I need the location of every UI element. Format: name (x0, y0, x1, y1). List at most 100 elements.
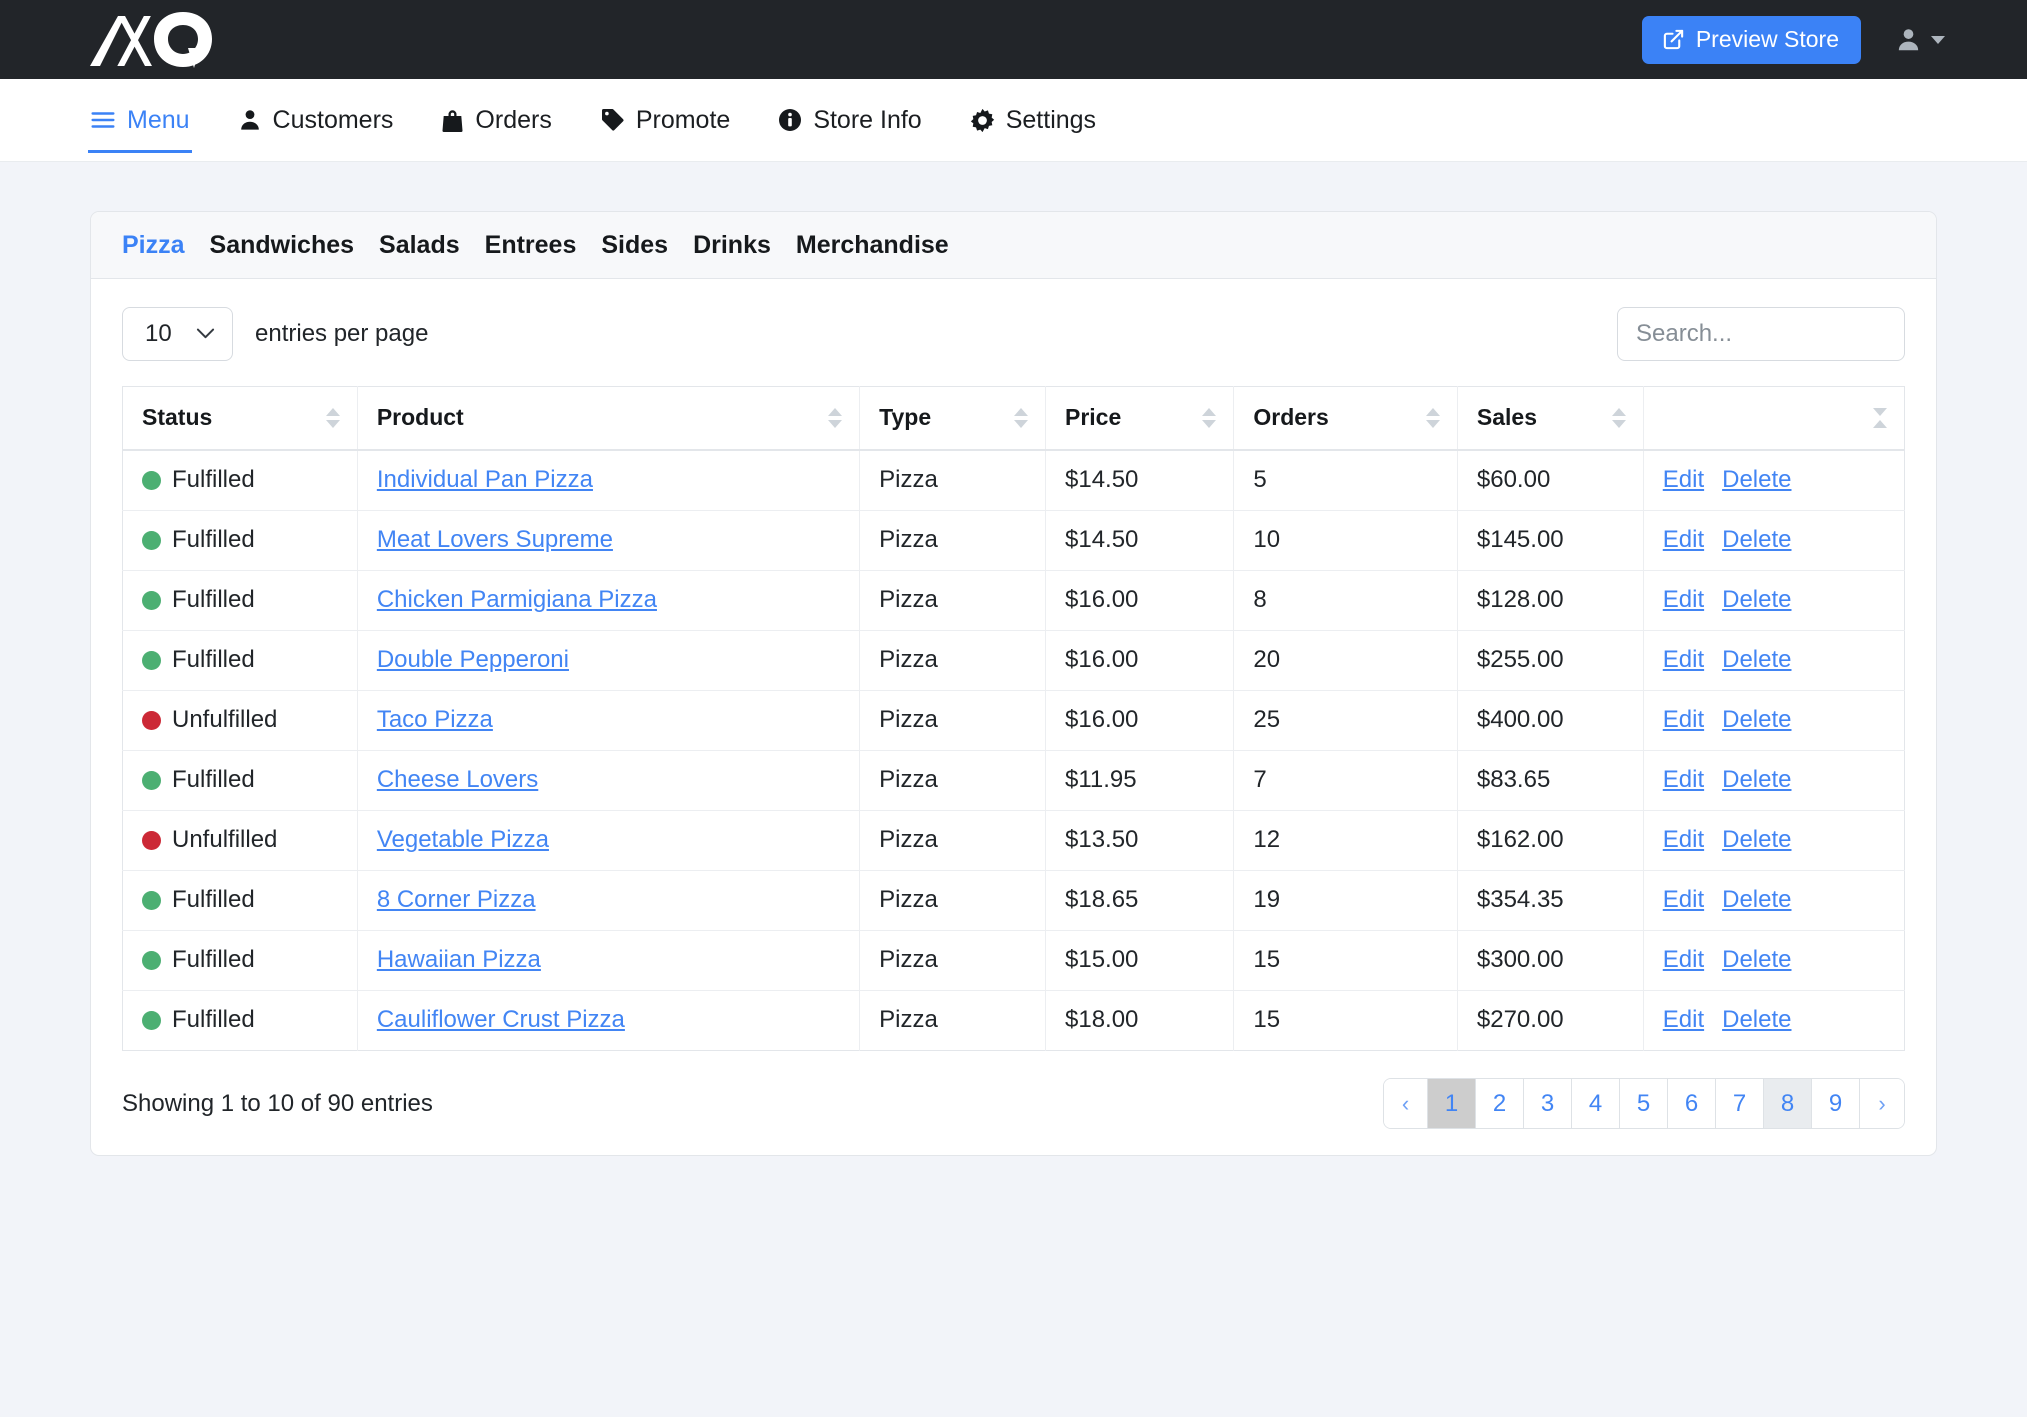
pagination-page-7[interactable]: 7 (1716, 1079, 1764, 1128)
edit-link[interactable]: Edit (1662, 706, 1705, 733)
sort-indicator-actions[interactable] (1873, 408, 1887, 428)
cell-actions: Edit Delete (1643, 750, 1905, 811)
nav-item-settings[interactable]: Settings (968, 79, 1098, 161)
delete-link[interactable]: Delete (1722, 586, 1792, 613)
product-link[interactable]: Vegetable Pizza (376, 826, 549, 853)
product-link[interactable]: Double Pepperoni (376, 646, 569, 673)
table-head: Status Product Type Price (122, 386, 1905, 451)
pagination-page-4[interactable]: 4 (1572, 1079, 1620, 1128)
edit-link[interactable]: Edit (1662, 826, 1705, 853)
product-link[interactable]: Cheese Lovers (376, 766, 539, 793)
product-link[interactable]: Individual Pan Pizza (376, 466, 593, 493)
pagination-page-2[interactable]: 2 (1476, 1079, 1524, 1128)
edit-link[interactable]: Edit (1662, 946, 1705, 973)
column-header-type[interactable]: Type (859, 386, 1046, 451)
search-input[interactable] (1617, 307, 1905, 361)
delete-link[interactable]: Delete (1722, 766, 1792, 793)
product-link[interactable]: Chicken Parmigiana Pizza (376, 586, 657, 613)
pagination-page-9[interactable]: 9 (1812, 1079, 1860, 1128)
user-icon (240, 110, 259, 130)
cell-orders: 15 (1233, 930, 1458, 991)
pagination-page-5[interactable]: 5 (1620, 1079, 1668, 1128)
nav-item-customers[interactable]: Customers (236, 79, 396, 161)
sort-indicator-price[interactable] (1202, 408, 1217, 428)
cell-status: Unfulfilled (122, 810, 358, 871)
cell-actions: Edit Delete (1643, 690, 1905, 751)
pagination-prev[interactable]: ‹ (1384, 1079, 1428, 1128)
column-header-sales[interactable]: Sales (1457, 386, 1644, 451)
category-tab-entrees[interactable]: Entrees (484, 231, 577, 259)
pagination: ‹ 1 2 3 4 5 6 7 8 9 › (1383, 1078, 1905, 1129)
product-link[interactable]: Taco Pizza (376, 706, 493, 733)
column-header-orders[interactable]: Orders (1233, 386, 1458, 451)
edit-link[interactable]: Edit (1662, 526, 1705, 553)
info-circle-icon (779, 109, 802, 131)
entries-per-page-select[interactable]: 102550100 (122, 307, 233, 361)
product-link[interactable]: 8 Corner Pizza (376, 886, 536, 913)
cell-orders: 7 (1233, 750, 1458, 811)
brand-logo[interactable] (88, 11, 212, 68)
sort-indicator-orders[interactable] (1425, 408, 1440, 428)
nav-item-store-info[interactable]: Store Info (776, 79, 923, 161)
column-header-actions[interactable] (1643, 386, 1905, 451)
status-dot-icon (142, 950, 161, 970)
product-link[interactable]: Meat Lovers Supreme (376, 526, 613, 553)
cell-actions: Edit Delete (1643, 630, 1905, 691)
category-tab-drinks[interactable]: Drinks (693, 231, 771, 259)
preview-store-button[interactable]: Preview Store (1641, 15, 1861, 64)
column-header-status[interactable]: Status (122, 386, 358, 451)
table-controls: 102550100 entries per page (122, 307, 1905, 361)
cell-orders: 25 (1233, 690, 1458, 751)
column-header-product[interactable]: Product (357, 386, 861, 451)
delete-link[interactable]: Delete (1722, 1006, 1792, 1033)
cell-sales: $255.00 (1457, 630, 1644, 691)
column-header-price[interactable]: Price (1045, 386, 1235, 451)
edit-link[interactable]: Edit (1662, 586, 1705, 613)
delete-link[interactable]: Delete (1722, 526, 1792, 553)
card-body: 102550100 entries per page Status (91, 279, 1936, 1155)
product-link[interactable]: Hawaiian Pizza (376, 946, 541, 973)
nav-item-promote-label: Promote (635, 105, 731, 134)
category-tab-sandwiches[interactable]: Sandwiches (209, 231, 355, 259)
sort-indicator-status[interactable] (325, 408, 340, 428)
sort-indicator-sales[interactable] (1611, 408, 1626, 428)
table-row: Fulfilled Individual Pan Pizza Pizza $14.50… (122, 450, 1905, 511)
nav-item-menu-label: Menu (127, 105, 190, 134)
edit-link[interactable]: Edit (1662, 466, 1705, 493)
status-dot-icon (142, 710, 161, 730)
pagination-page-8[interactable]: 8 (1764, 1079, 1812, 1128)
edit-link[interactable]: Edit (1662, 1006, 1705, 1033)
delete-link[interactable]: Delete (1722, 706, 1792, 733)
nav-item-promote[interactable]: Promote (598, 79, 732, 161)
column-header-status-label: Status (142, 404, 213, 430)
delete-link[interactable]: Delete (1722, 826, 1792, 853)
nav-item-orders[interactable]: Orders (439, 79, 553, 161)
pagination-page-1[interactable]: 1 (1428, 1079, 1476, 1128)
category-tab-salads[interactable]: Salads (379, 231, 460, 259)
user-menu[interactable] (1891, 20, 1949, 59)
sort-indicator-product[interactable] (828, 408, 843, 428)
category-tab-pizza[interactable]: Pizza (122, 231, 185, 259)
table-row: Fulfilled Cauliflower Crust Pizza Pizza $18… (122, 990, 1905, 1051)
nav-item-menu[interactable]: Menu (88, 79, 192, 161)
pagination-next[interactable]: › (1860, 1079, 1904, 1128)
cell-actions: Edit Delete (1643, 991, 1904, 1051)
delete-link[interactable]: Delete (1722, 466, 1792, 493)
sort-indicator-type[interactable] (1014, 408, 1028, 428)
product-link[interactable]: Cauliflower Crust Pizza (376, 1006, 625, 1033)
edit-link[interactable]: Edit (1662, 646, 1705, 673)
cell-sales: $162.00 (1457, 810, 1644, 871)
pagination-page-3[interactable]: 3 (1524, 1079, 1572, 1128)
delete-link[interactable]: Delete (1722, 886, 1792, 913)
edit-link[interactable]: Edit (1662, 766, 1705, 793)
pagination-page-6[interactable]: 6 (1668, 1079, 1716, 1128)
cell-price: $16.00 (1045, 630, 1235, 691)
delete-link[interactable]: Delete (1722, 946, 1792, 973)
category-tab-merchandise[interactable]: Merchandise (795, 231, 949, 259)
edit-link[interactable]: Edit (1662, 886, 1705, 913)
category-tab-sides[interactable]: Sides (601, 231, 669, 259)
cell-status: Fulfilled (122, 630, 358, 691)
cell-orders: 8 (1233, 570, 1458, 631)
cell-orders: 20 (1233, 630, 1458, 691)
delete-link[interactable]: Delete (1722, 646, 1792, 673)
